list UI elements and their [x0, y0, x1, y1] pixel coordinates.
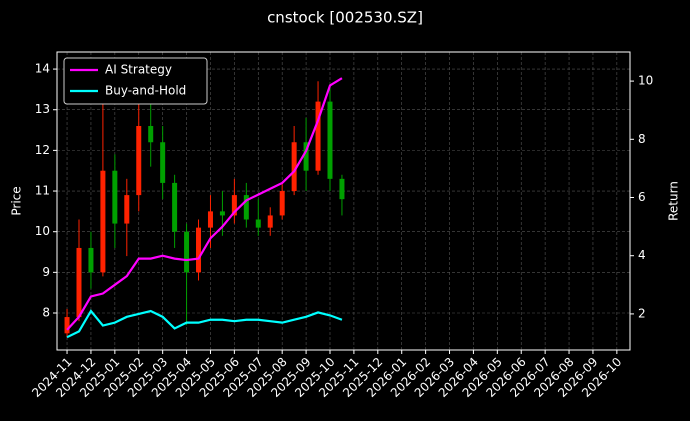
candle-body [172, 182, 178, 232]
candle-body [64, 317, 70, 334]
plot-frame [56, 51, 631, 351]
y2-tick-label: 8 [638, 132, 646, 146]
candle-body [160, 142, 166, 183]
candle-body [231, 195, 237, 216]
candle-body [76, 247, 82, 318]
y-tick-label: 14 [35, 62, 50, 76]
candle-body [184, 231, 190, 273]
y2-tick-label: 10 [638, 74, 653, 88]
y2-axis-label: Return [667, 181, 681, 221]
return-line [66, 309, 343, 339]
candle-body [339, 178, 345, 200]
candle-body [136, 125, 142, 196]
candle-body [100, 170, 106, 273]
chart-title: cnstock [002530.SZ] [267, 9, 423, 27]
candle-body [207, 211, 213, 228]
candle-body [88, 247, 94, 273]
y-tick-label: 12 [35, 143, 50, 157]
legend-label: Buy-and-Hold [105, 84, 186, 98]
candle-body [267, 215, 273, 228]
y-tick-label: 9 [42, 265, 50, 279]
return-line [66, 77, 343, 331]
y-tick-label: 11 [35, 184, 50, 198]
candle-body [124, 195, 130, 224]
y2-tick-label: 6 [638, 190, 646, 204]
legend-label: AI Strategy [105, 63, 172, 77]
candle-body [196, 227, 202, 273]
candle-body [243, 195, 249, 220]
y-tick-label: 8 [42, 306, 50, 320]
y2-tick-label: 4 [638, 248, 646, 262]
candle-body [255, 219, 261, 228]
candle-body [148, 125, 154, 143]
legend-box [63, 57, 208, 105]
candle-body [303, 142, 309, 171]
y-tick-label: 10 [35, 224, 50, 238]
candle-body [112, 170, 118, 224]
y-axis-label: Price [10, 186, 24, 215]
candle-body [315, 101, 321, 171]
y2-tick-label: 2 [638, 306, 646, 320]
candle-body [219, 211, 225, 216]
y-tick-label: 13 [35, 102, 50, 116]
candle-body [327, 101, 333, 179]
candle-body [291, 142, 297, 192]
candle-body [279, 191, 285, 216]
